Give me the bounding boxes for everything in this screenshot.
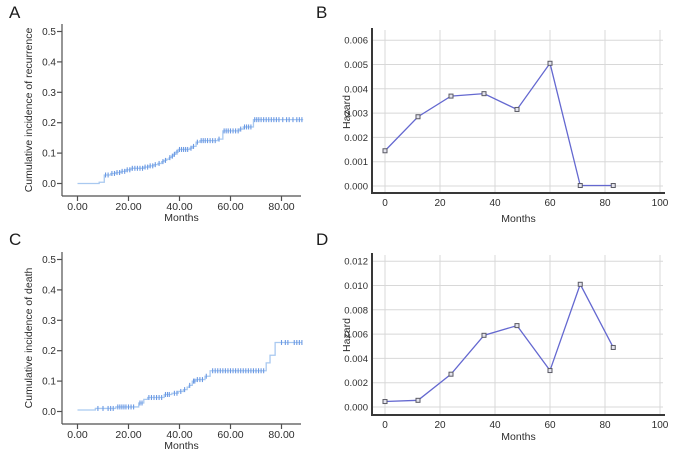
- svg-text:20: 20: [434, 420, 446, 431]
- panel-c-y-axis-label: Cumulative incidence of death: [23, 267, 35, 409]
- svg-text:0.4: 0.4: [42, 57, 56, 68]
- svg-text:40.00: 40.00: [166, 429, 192, 441]
- panel-b-hazard: 0.000 0.001 0.002 0.003 0.004 0.005 0.006 0 20 40…: [338, 0, 677, 228]
- svg-text:80.00: 80.00: [268, 429, 294, 441]
- svg-text:40: 40: [489, 198, 501, 209]
- svg-text:0: 0: [382, 198, 388, 209]
- panel-c-plot: 0.0 0.1 0.2 0.3 0.4 0.5 0.00 20.00 40.00 60.00 80.…: [42, 252, 303, 441]
- panel-d-letter: D: [316, 230, 329, 249]
- svg-text:0.002: 0.002: [344, 378, 368, 389]
- svg-text:20.00: 20.00: [115, 429, 141, 441]
- svg-text:60.00: 60.00: [217, 201, 243, 213]
- svg-text:80: 80: [599, 420, 611, 431]
- panel-c-x-axis-label: Months: [164, 440, 199, 452]
- svg-text:40.00: 40.00: [166, 201, 192, 213]
- svg-text:100: 100: [652, 198, 669, 209]
- panel-a-x-axis-label: Months: [164, 212, 199, 224]
- svg-text:0.5: 0.5: [42, 255, 56, 266]
- svg-text:0.001: 0.001: [344, 157, 368, 168]
- svg-text:0.004: 0.004: [344, 354, 368, 365]
- panel-b-x-axis-label: Months: [501, 213, 536, 225]
- panel-d-hazard: 0.000 0.002 0.004 0.006 0.008 0.010 0.012 0 20 40…: [338, 228, 677, 456]
- panel-a-letter: A: [9, 3, 21, 22]
- svg-text:0.00: 0.00: [67, 429, 88, 441]
- svg-text:0.0: 0.0: [42, 407, 56, 418]
- svg-text:0.000: 0.000: [344, 182, 368, 193]
- svg-text:60.00: 60.00: [217, 429, 243, 441]
- panel-b-y-axis-label: Hazard: [341, 95, 353, 129]
- panel-a-plot: 0.0 0.1 0.2 0.3 0.4 0.5 0.00 20.00 40.00 60.00 80.…: [42, 24, 304, 213]
- svg-text:60: 60: [544, 420, 556, 431]
- svg-text:0.002: 0.002: [344, 133, 368, 144]
- panel-d-y-axis-label: Hazard: [341, 318, 353, 352]
- panel-d-plot: 0.000 0.002 0.004 0.006 0.008 0.010 0.012 0 20 40…: [344, 253, 669, 431]
- panel-b-letter: B: [316, 3, 328, 22]
- svg-text:0.008: 0.008: [344, 305, 368, 316]
- svg-text:0.006: 0.006: [344, 330, 368, 341]
- svg-text:0.4: 0.4: [42, 285, 56, 296]
- panel-a-cumulative-incidence-recurrence: 0.0 0.1 0.2 0.3 0.4 0.5 0.00 20.00 40.00 60.00 80.…: [0, 0, 338, 228]
- svg-text:0.000: 0.000: [344, 403, 368, 414]
- panel-c-cumulative-incidence-death: 0.0 0.1 0.2 0.3 0.4 0.5 0.00 20.00 40.00 60.00 80.…: [0, 228, 338, 456]
- svg-text:0.1: 0.1: [42, 377, 56, 388]
- svg-text:0.010: 0.010: [344, 281, 368, 292]
- svg-text:0.012: 0.012: [344, 257, 368, 268]
- svg-text:20.00: 20.00: [115, 201, 141, 213]
- svg-text:0.5: 0.5: [42, 27, 56, 38]
- svg-text:0.2: 0.2: [42, 346, 56, 357]
- svg-text:100: 100: [652, 420, 669, 431]
- svg-text:0.3: 0.3: [42, 316, 56, 327]
- svg-text:40: 40: [489, 420, 501, 431]
- svg-text:0.004: 0.004: [344, 84, 368, 95]
- panel-b-plot: 0.000 0.001 0.002 0.003 0.004 0.005 0.006 0 20 40…: [344, 28, 669, 209]
- panel-d-x-axis-label: Months: [501, 431, 536, 443]
- svg-text:60: 60: [544, 198, 556, 209]
- svg-text:80: 80: [599, 198, 611, 209]
- svg-text:0.2: 0.2: [42, 118, 56, 129]
- panel-c-letter: C: [9, 230, 22, 249]
- svg-text:0.00: 0.00: [67, 201, 88, 213]
- panel-a-y-axis-label: Cumulative incidence of recurrence: [23, 27, 35, 193]
- svg-text:0.1: 0.1: [42, 149, 56, 160]
- svg-text:0.003: 0.003: [344, 109, 368, 120]
- svg-text:0.0: 0.0: [42, 179, 56, 190]
- svg-text:80.00: 80.00: [268, 201, 294, 213]
- svg-text:0.006: 0.006: [344, 36, 368, 47]
- svg-text:20: 20: [434, 198, 446, 209]
- svg-text:0.005: 0.005: [344, 60, 368, 71]
- svg-text:0.3: 0.3: [42, 88, 56, 99]
- svg-text:0: 0: [382, 420, 388, 431]
